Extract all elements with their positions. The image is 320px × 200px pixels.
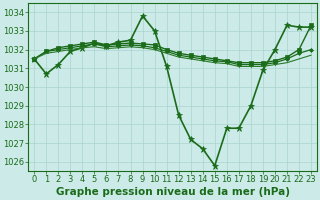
- X-axis label: Graphe pression niveau de la mer (hPa): Graphe pression niveau de la mer (hPa): [56, 187, 290, 197]
